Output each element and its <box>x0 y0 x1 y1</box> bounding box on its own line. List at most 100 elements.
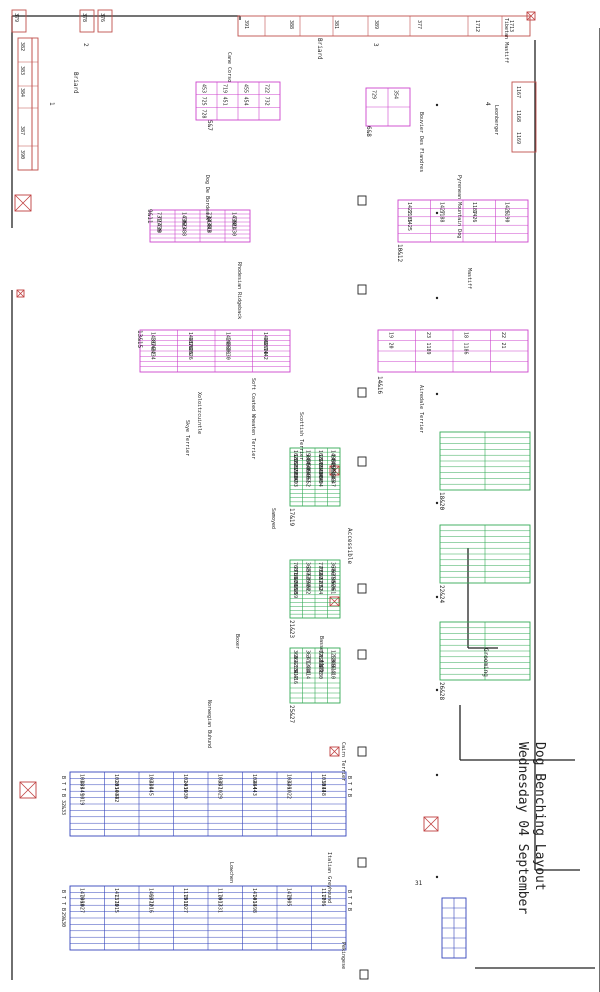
block-label: 5&7 <box>206 120 213 131</box>
bench-number: 440 <box>147 780 153 789</box>
small-square-icon <box>357 387 367 398</box>
bench-number: 1035 <box>216 774 222 786</box>
bench-number: 453 <box>200 84 206 93</box>
bench-number: 1628 <box>262 343 268 355</box>
bench-number: 723 <box>181 220 187 229</box>
utility-box <box>19 781 37 799</box>
bench-number: 1016 <box>147 901 153 913</box>
bench-number: 1028 <box>251 774 257 786</box>
bench-number: 1551 <box>304 471 310 483</box>
breed-label: Tibetan Mastiff <box>503 18 509 63</box>
bench-number: 1713 <box>508 20 514 32</box>
bench-code: B T T B <box>346 890 352 911</box>
bench-number: 366 <box>292 650 298 659</box>
small-square-icon <box>357 746 367 757</box>
bench-code: B T T B <box>346 776 352 797</box>
bench-number: 729 <box>371 90 377 99</box>
bench-number: 1502 <box>292 471 298 483</box>
bench-number: 1472 <box>147 894 153 906</box>
breed-label: Cane Corso <box>226 52 232 82</box>
bench-number: 391 <box>243 20 249 29</box>
bench-number: 1630 <box>224 348 230 360</box>
bench-number: 449 <box>78 780 84 789</box>
bench-number: 444 <box>251 780 257 789</box>
bench-number: 1432 <box>149 343 155 355</box>
bench-number: 768 <box>292 562 298 571</box>
bench-number: 623 <box>317 577 323 586</box>
bench-number: 1169 <box>515 132 521 144</box>
bench-number: 721 <box>231 220 237 229</box>
bench-number: 1190 <box>503 210 509 222</box>
bench-number: 1620 <box>292 450 298 462</box>
bench-number: 365 <box>292 581 298 590</box>
breed-label: Scottish Terrier <box>298 412 304 460</box>
bench-number: 1434 <box>149 348 155 360</box>
bench-number: 1331 <box>216 901 222 913</box>
bench-number: 730 <box>206 212 212 221</box>
bench-number: 134 <box>317 660 323 669</box>
breed-label: Airedale Terrier <box>418 385 424 433</box>
bench-number: 454 <box>242 97 248 106</box>
small-square-icon <box>357 456 367 467</box>
bench-number: 357 <box>304 566 310 575</box>
bench-number: 413 <box>329 665 335 674</box>
bench-number: 360 <box>292 574 298 583</box>
breed-label: Lowchen <box>228 862 234 883</box>
bench-number: 1550 <box>292 467 298 479</box>
bench-number: 354 <box>393 90 399 99</box>
bench-number: 372 <box>317 581 323 590</box>
bench-number: 1552 <box>304 475 310 487</box>
bench-number: 1470 <box>78 888 84 900</box>
bench-number: 1014 <box>251 894 257 906</box>
bench-number: 726 <box>181 216 187 225</box>
bench-number: 1038 <box>320 774 326 786</box>
feature-label: Accessible <box>346 528 353 565</box>
bench-strip <box>31 37 39 171</box>
bench-number: 455 <box>242 84 248 93</box>
bench-number: 1439 <box>231 212 237 224</box>
breed-label: Skye Terrier <box>184 420 190 456</box>
bench-number: 1500 <box>317 467 323 479</box>
utility-box <box>329 746 340 757</box>
bench-number: 1033 <box>320 780 326 792</box>
bench-number: 448 <box>320 787 326 796</box>
bench-number: 1429 <box>224 332 230 344</box>
bench-number: 1430 <box>231 224 237 236</box>
bench-number: 1022 <box>285 787 291 799</box>
utility-box <box>423 816 439 832</box>
bench-number: 1234 <box>304 660 310 672</box>
bench-number: 1168 <box>515 110 521 122</box>
block-label: 14&16 <box>376 376 383 394</box>
block-label: 25&27 <box>288 705 295 723</box>
bench-number: 369 <box>317 570 323 579</box>
bench-number: 1621 <box>317 450 323 462</box>
bench-number: 1495 <box>304 454 310 466</box>
bench-number: 1503 <box>304 450 310 462</box>
bench-number: 390 <box>19 150 25 159</box>
bench-number: 1492 <box>329 454 335 466</box>
bench-number: 361 <box>329 585 335 594</box>
bench-number: 1027 <box>78 901 84 913</box>
bench-number: 1547 <box>329 475 335 487</box>
bench-number: 442 <box>113 793 119 802</box>
bench-number: 1436 <box>181 212 187 224</box>
utility-cross-line <box>19 781 37 799</box>
bench-number: 626 <box>329 581 335 590</box>
bench-number: 1031 <box>113 787 119 799</box>
bench-number: 725 <box>200 97 206 106</box>
bench-number: 411 <box>304 665 310 674</box>
bench-number: 362 <box>304 562 310 571</box>
small-square-icon <box>357 284 367 295</box>
bench-number: 1422 <box>406 202 412 214</box>
bench-number: 416 <box>292 675 298 684</box>
bench-number: 1438 <box>156 220 162 232</box>
bench-number: 1034 <box>113 780 119 792</box>
bench-number: 410 <box>329 670 335 679</box>
bullet-dot <box>435 501 439 505</box>
bench-number: 382 <box>19 42 25 51</box>
bench-number: 1175 <box>182 888 188 900</box>
bench-number: 1238 <box>317 655 323 667</box>
breed-label: Mastiff <box>466 268 472 289</box>
breed-label: Rhodesian Ridgeback <box>236 262 242 319</box>
bench-number: 621 <box>317 574 323 583</box>
